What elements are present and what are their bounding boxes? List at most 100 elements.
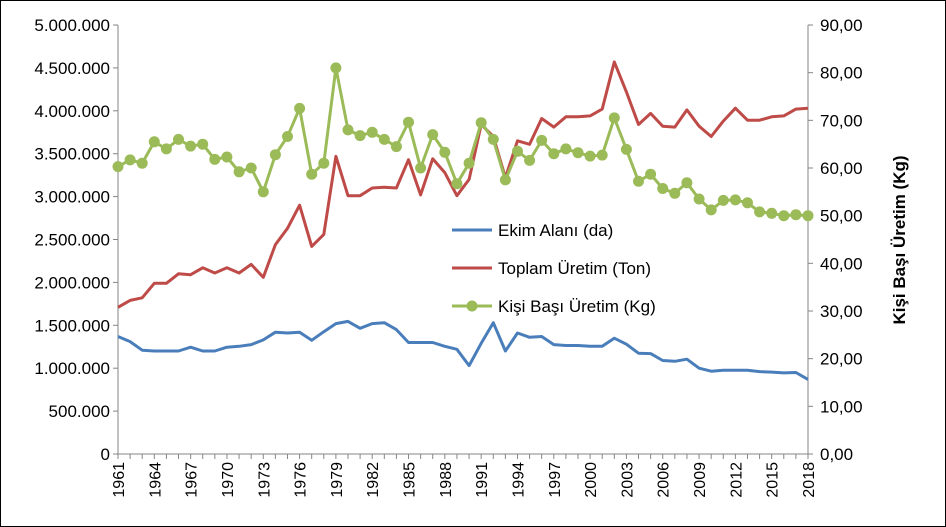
data-point xyxy=(160,143,172,155)
data-point xyxy=(173,133,184,145)
data-point xyxy=(596,149,608,161)
right-tick-label: 20,00 xyxy=(820,350,863,369)
data-point xyxy=(499,174,511,186)
data-point xyxy=(693,193,705,205)
data-point xyxy=(233,166,245,178)
x-tick-label: 1979 xyxy=(329,462,346,498)
series-line xyxy=(117,319,809,381)
data-point xyxy=(330,62,342,74)
x-axis: 1961 1964 1967 1970 1973 1976 1979 1982 1985 1988… xyxy=(111,453,818,498)
data-point xyxy=(378,133,390,145)
x-tick-label: 2012 xyxy=(728,462,745,498)
data-point xyxy=(681,177,693,189)
data-point xyxy=(802,210,814,222)
x-tick-label: 1964 xyxy=(147,462,164,498)
left-tick-label: 3.500.000 xyxy=(34,145,110,164)
right-tick-label: 40,00 xyxy=(820,254,863,273)
left-y-axis: 0 500.000 1.000.000 1.500.000 2.000.000 2.500… xyxy=(34,16,119,464)
left-tick-label: 2.000.000 xyxy=(34,273,110,292)
data-point xyxy=(657,183,669,194)
x-tick-label: 2018 xyxy=(801,462,818,498)
data-point xyxy=(754,206,766,218)
data-point xyxy=(148,136,160,148)
data-point xyxy=(705,204,717,216)
data-point xyxy=(439,146,451,158)
right-tick-label: 30,00 xyxy=(820,302,863,321)
series-toplam-retim-ton xyxy=(117,60,809,309)
data-point xyxy=(475,117,487,129)
left-tick-label: 5.000.000 xyxy=(34,16,110,35)
x-tick-label: 2015 xyxy=(765,462,782,498)
right-tick-label: 10,00 xyxy=(820,397,863,416)
series-line xyxy=(117,66,809,218)
data-point xyxy=(354,130,366,142)
data-point xyxy=(620,143,632,155)
x-tick-label: 1970 xyxy=(220,462,237,498)
data-point xyxy=(366,126,378,138)
legend: Ekim Alanı (da) Toplam Üretim (Ton) Kişi… xyxy=(452,221,656,316)
x-tick-label: 1988 xyxy=(438,462,455,498)
x-tick-label: 1982 xyxy=(365,462,382,498)
legend-item-kisi-basi-uretim: Kişi Başı Üretim (Kg) xyxy=(452,297,656,316)
x-tick-label: 1985 xyxy=(402,462,419,498)
legend-label-ekim-alani: Ekim Alanı (da) xyxy=(498,221,613,240)
right-tick-label: 80,00 xyxy=(820,64,863,83)
data-point xyxy=(403,116,414,128)
x-tick-label: 2009 xyxy=(692,462,709,498)
data-point xyxy=(451,178,463,190)
x-tick-label: 2006 xyxy=(656,462,673,498)
legend-item-ekim-alani: Ekim Alanı (da) xyxy=(452,221,613,240)
data-point xyxy=(560,143,572,155)
legend-marker-kisi-basi-uretim xyxy=(466,300,478,312)
data-point xyxy=(536,134,548,146)
data-point xyxy=(342,124,354,136)
data-point xyxy=(269,149,281,161)
series-ekim-alan-da xyxy=(117,319,809,381)
data-point xyxy=(427,129,439,141)
x-tick-label: 2003 xyxy=(619,462,636,498)
right-tick-label: 60,00 xyxy=(820,159,863,178)
data-point xyxy=(645,168,657,180)
data-point xyxy=(633,175,644,187)
data-point xyxy=(318,157,330,169)
data-point xyxy=(124,154,136,166)
data-point xyxy=(778,210,790,222)
left-tick-label: 1.500.000 xyxy=(34,316,110,335)
right-axis-title: Kişi Başı Üretim (Kg) xyxy=(890,155,909,324)
x-tick-label: 2000 xyxy=(583,462,600,498)
data-point xyxy=(185,140,197,152)
data-point xyxy=(245,162,257,174)
legend-label-kisi-basi-uretim: Kişi Başı Üretim (Kg) xyxy=(498,297,656,316)
data-point xyxy=(487,133,499,145)
data-point xyxy=(209,153,221,165)
right-tick-label: 0,00 xyxy=(820,445,853,464)
legend-item-toplam-uretim: Toplam Üretim (Ton) xyxy=(452,259,651,278)
series-layer xyxy=(112,60,814,381)
data-point xyxy=(729,194,741,206)
legend-label-toplam-uretim: Toplam Üretim (Ton) xyxy=(498,259,651,278)
data-point xyxy=(294,102,306,114)
data-point xyxy=(197,138,209,150)
data-point xyxy=(584,150,596,162)
left-tick-label: 4.000.000 xyxy=(34,102,110,121)
data-point xyxy=(717,194,729,206)
data-point xyxy=(415,162,427,174)
data-point xyxy=(221,151,233,163)
x-tick-label: 1997 xyxy=(547,462,564,498)
series-ki-i-ba-retim-kg xyxy=(112,62,814,222)
data-point xyxy=(608,112,620,124)
left-tick-label: 0 xyxy=(101,445,110,464)
x-tick-label: 1961 xyxy=(111,462,128,498)
data-point xyxy=(766,207,778,219)
data-point xyxy=(669,187,681,199)
data-point xyxy=(306,168,318,180)
data-point xyxy=(512,145,523,157)
left-tick-label: 2.500.000 xyxy=(34,231,110,250)
data-point xyxy=(548,148,560,160)
data-point xyxy=(524,154,536,166)
right-tick-label: 90,00 xyxy=(820,16,863,35)
left-tick-label: 4.500.000 xyxy=(34,59,110,78)
x-tick-label: 1991 xyxy=(474,462,491,498)
left-tick-label: 3.000.000 xyxy=(34,188,110,207)
